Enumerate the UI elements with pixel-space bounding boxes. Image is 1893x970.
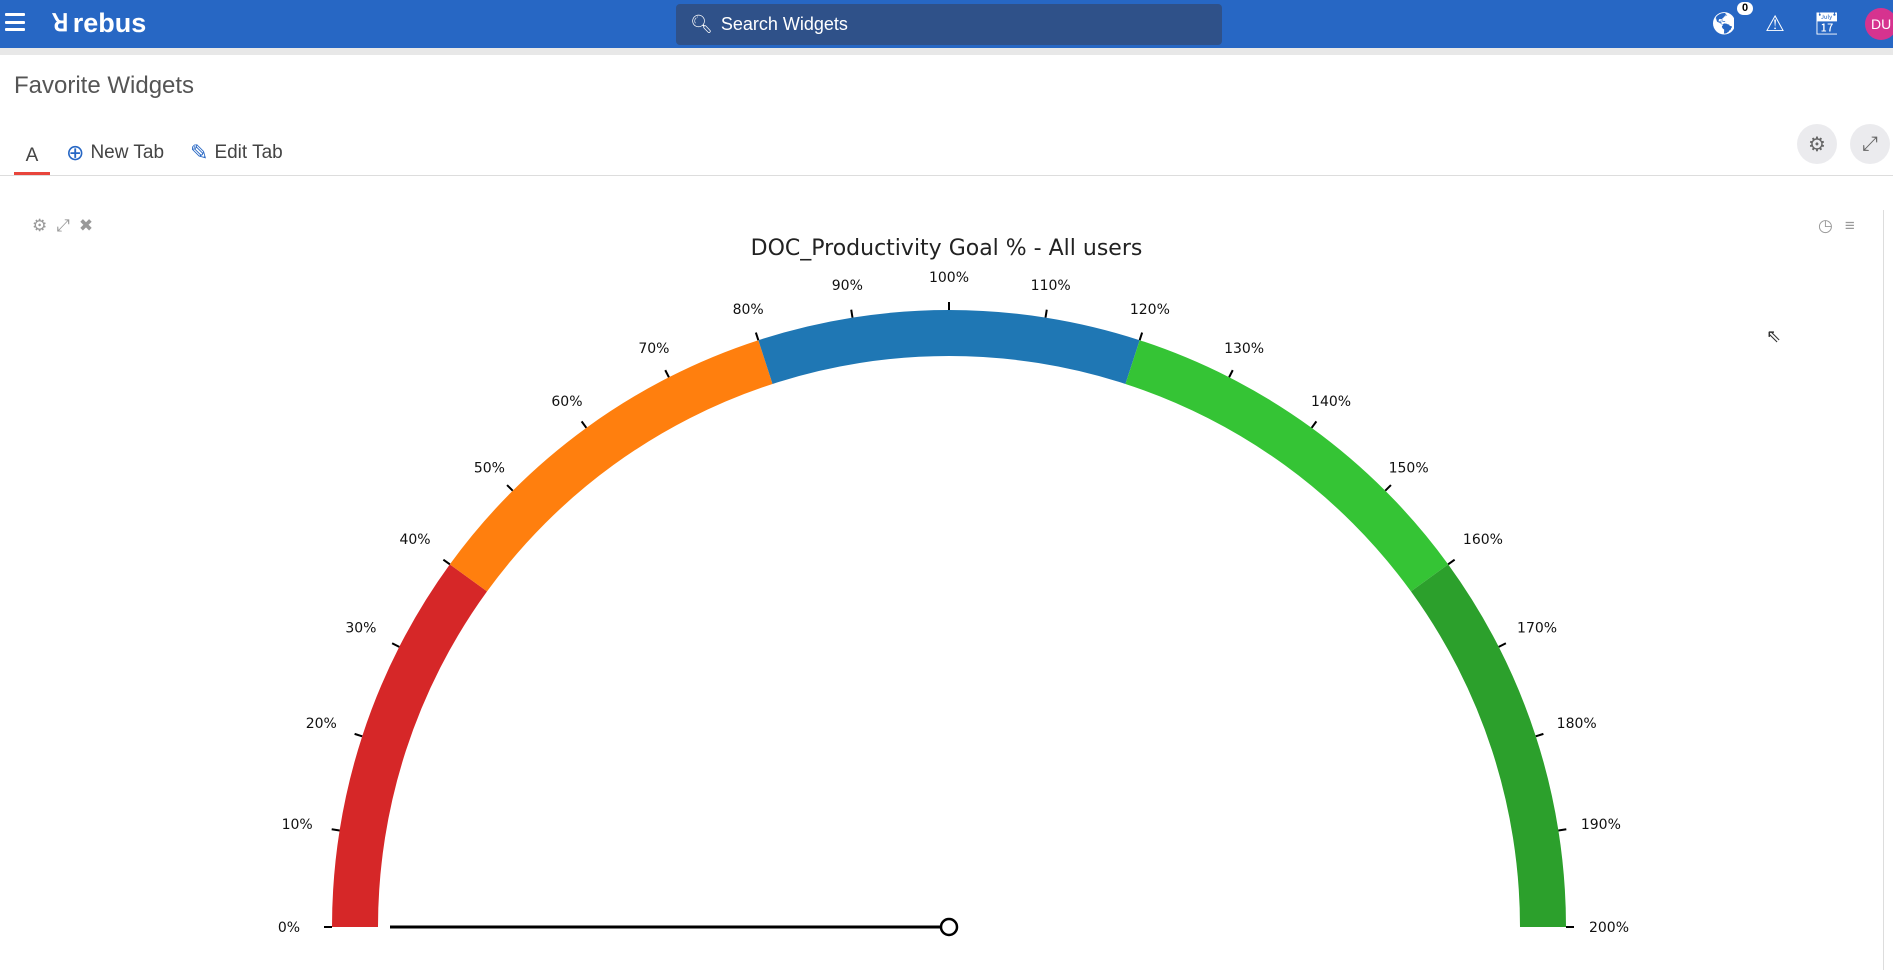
settings-button[interactable]: ⚙ (1797, 124, 1837, 164)
gauge-tick-label: 100% (929, 270, 969, 286)
gauge-tick-label: 120% (1130, 302, 1170, 318)
calendar-icon[interactable]: 📅︎ (1813, 12, 1837, 36)
clock-icon[interactable]: ◷ (1818, 216, 1833, 235)
page-title: Favorite Widgets (14, 72, 195, 99)
gauge-tick-label: 170% (1517, 620, 1557, 636)
mouse-cursor-icon: ⇖ (1766, 326, 1782, 346)
gauge-tick-label: 150% (1389, 460, 1429, 476)
widget-close-icon[interactable]: ✖ (78, 216, 94, 235)
gauge-band-2 (758, 310, 1140, 384)
gear-icon: ⚙ (1808, 133, 1826, 156)
gauge-tick-label: 20% (306, 716, 337, 732)
gauge-tick-label: 190% (1581, 817, 1621, 833)
logo[interactable]: ꓤ rebus (52, 8, 146, 39)
search-placeholder: Search Widgets (720, 14, 848, 34)
gauge-tick-label: 130% (1224, 341, 1264, 357)
filter-icon[interactable]: ≡ (1844, 216, 1855, 235)
rebus-logo-icon: ꓤ (52, 10, 69, 37)
pencil-icon: ✎ (190, 140, 209, 165)
gauge-tick (1447, 558, 1456, 566)
gauge-tick-label: 70% (638, 341, 669, 357)
gauge-tick (1384, 484, 1392, 492)
gauge-tick-label: 40% (399, 532, 430, 548)
gauge-needle-pivot (939, 917, 959, 937)
new-tab-label: New Tab (90, 142, 165, 163)
gauge-tick-label: 110% (1031, 278, 1071, 294)
gauge-tick (754, 332, 760, 341)
gauge-tick (1535, 732, 1544, 738)
expand-icon: ⤢ (1862, 132, 1878, 155)
gauge-tick (354, 732, 363, 738)
edit-tab-button[interactable]: ✎ Edit Tab (190, 140, 283, 166)
divider (0, 48, 1893, 55)
alert-icon[interactable]: ⚠︎ (1765, 12, 1785, 36)
gauge-tick (1498, 642, 1507, 648)
gauge-tick (664, 369, 670, 378)
gauge-tick (391, 642, 400, 648)
gauge-band-1 (449, 340, 773, 592)
search-input[interactable]: 🔍︎ Search Widgets (676, 4, 1222, 45)
gauge-tick (1310, 420, 1318, 429)
gauge-tick (1044, 309, 1048, 318)
new-tab-button[interactable]: ⊕ New Tab (66, 140, 164, 166)
gauge-tick-label: 30% (345, 620, 376, 636)
gauge-tick (1138, 332, 1144, 341)
gauge-tick (850, 309, 854, 318)
gauge-tick (1228, 369, 1234, 378)
gauge-tick (442, 558, 451, 566)
notification-badge: 0 (1737, 2, 1754, 15)
gauge-tick-label: 10% (282, 817, 313, 833)
gauge-tick-label: 140% (1311, 394, 1351, 410)
tab-a[interactable]: A (14, 140, 50, 175)
gauge-tick (580, 420, 588, 429)
hamburger-menu-icon[interactable] (5, 13, 25, 31)
gauge-tick (1558, 828, 1567, 832)
brand-name: rebus (72, 8, 147, 38)
widget-panel (14, 210, 1884, 970)
gauge-tick-label: 160% (1463, 532, 1503, 548)
widget-gear-icon[interactable]: ⚙ (32, 216, 48, 235)
tab-bar: A ⊕ New Tab ✎ Edit Tab (0, 130, 1893, 176)
widget-title: DOC_Productivity Goal % - All users (750, 236, 1143, 261)
gauge-chart: 0% 10% 20% 30% 40% 50% 60% 70% 80% 90% 100% 110% 120… (278, 270, 1629, 937)
avatar[interactable]: DU (1865, 8, 1893, 40)
search-icon: 🔍︎ (690, 14, 713, 34)
edit-tab-label: Edit Tab (214, 142, 283, 163)
gauge-tick (331, 828, 340, 832)
gauge-tick-label: 200% (1589, 920, 1629, 936)
gauge-tick-label: 60% (551, 394, 582, 410)
gauge-tick-label: 80% (733, 302, 764, 318)
gauge-tick-label: 50% (474, 460, 505, 476)
gauge-band-3 (1125, 340, 1449, 592)
widget-expand-icon[interactable]: ⤢ (56, 216, 70, 235)
gauge-band-4 (1410, 564, 1566, 927)
plus-circle-icon: ⊕ (66, 140, 85, 165)
gauge-tick-label: 0% (278, 920, 300, 936)
gauge-band-0 (332, 564, 488, 927)
gauge-tick (506, 484, 514, 492)
gauge-tick-label: 180% (1557, 716, 1597, 732)
globe-notifications-icon[interactable]: 🌎︎ (1710, 12, 1734, 36)
gauge-tick-label: 90% (832, 278, 863, 294)
fullscreen-button[interactable]: ⤢ (1850, 124, 1890, 164)
